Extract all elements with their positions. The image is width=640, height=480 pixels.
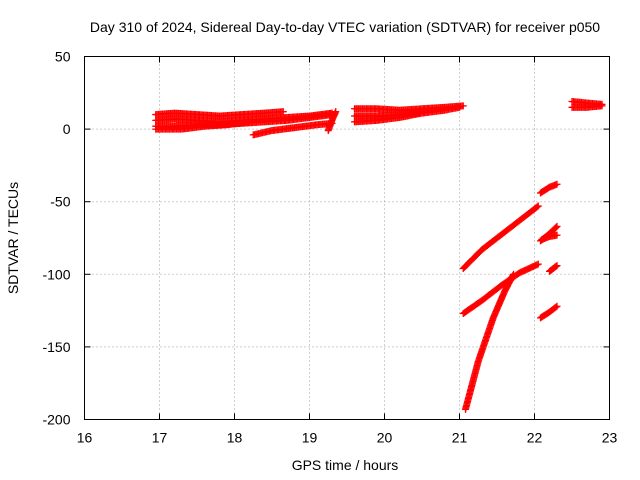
chart-title: Day 310 of 2024, Sidereal Day-to-day VTE… bbox=[90, 19, 600, 35]
y-tick-label: -100 bbox=[42, 266, 70, 282]
x-tick-label: 19 bbox=[302, 430, 318, 446]
axis-ticks: 16 17 18 19 20 21 22 23 -200 -150 -100 -50 0 50 bbox=[42, 49, 617, 446]
data-point bbox=[552, 303, 560, 311]
x-tick-label: 23 bbox=[602, 430, 618, 446]
data-point bbox=[534, 202, 542, 210]
data-point bbox=[534, 260, 542, 268]
data-point bbox=[552, 223, 560, 231]
data-point bbox=[553, 222, 561, 230]
x-tick-label: 18 bbox=[227, 430, 243, 446]
data-point bbox=[246, 118, 253, 126]
x-tick-label: 17 bbox=[152, 430, 168, 446]
y-tick-label: -200 bbox=[42, 412, 70, 428]
data-point bbox=[332, 108, 340, 116]
data-point bbox=[553, 262, 561, 270]
y-tick-label: 0 bbox=[63, 121, 71, 137]
data-point bbox=[553, 180, 561, 188]
y-tick-label: -50 bbox=[50, 194, 70, 210]
data-point bbox=[598, 102, 606, 110]
data-series bbox=[152, 98, 606, 413]
x-axis-label: GPS time / hours bbox=[292, 457, 399, 473]
data-point bbox=[552, 262, 560, 270]
x-tick-label: 16 bbox=[77, 430, 93, 446]
y-tick-label: -150 bbox=[42, 339, 70, 355]
data-point bbox=[456, 103, 463, 111]
data-point bbox=[279, 108, 287, 116]
data-point bbox=[459, 102, 467, 110]
y-tick-label: 50 bbox=[55, 49, 71, 65]
data-point bbox=[553, 231, 561, 239]
data-point bbox=[510, 270, 517, 278]
y-axis-label: SDTVAR / TECUs bbox=[5, 182, 21, 294]
data-point bbox=[533, 203, 541, 211]
x-tick-label: 21 bbox=[452, 430, 468, 446]
x-tick-label: 22 bbox=[527, 430, 543, 446]
data-point bbox=[553, 302, 561, 310]
x-tick-label: 20 bbox=[377, 430, 393, 446]
plot-frame bbox=[84, 56, 610, 420]
data-point bbox=[414, 109, 422, 117]
